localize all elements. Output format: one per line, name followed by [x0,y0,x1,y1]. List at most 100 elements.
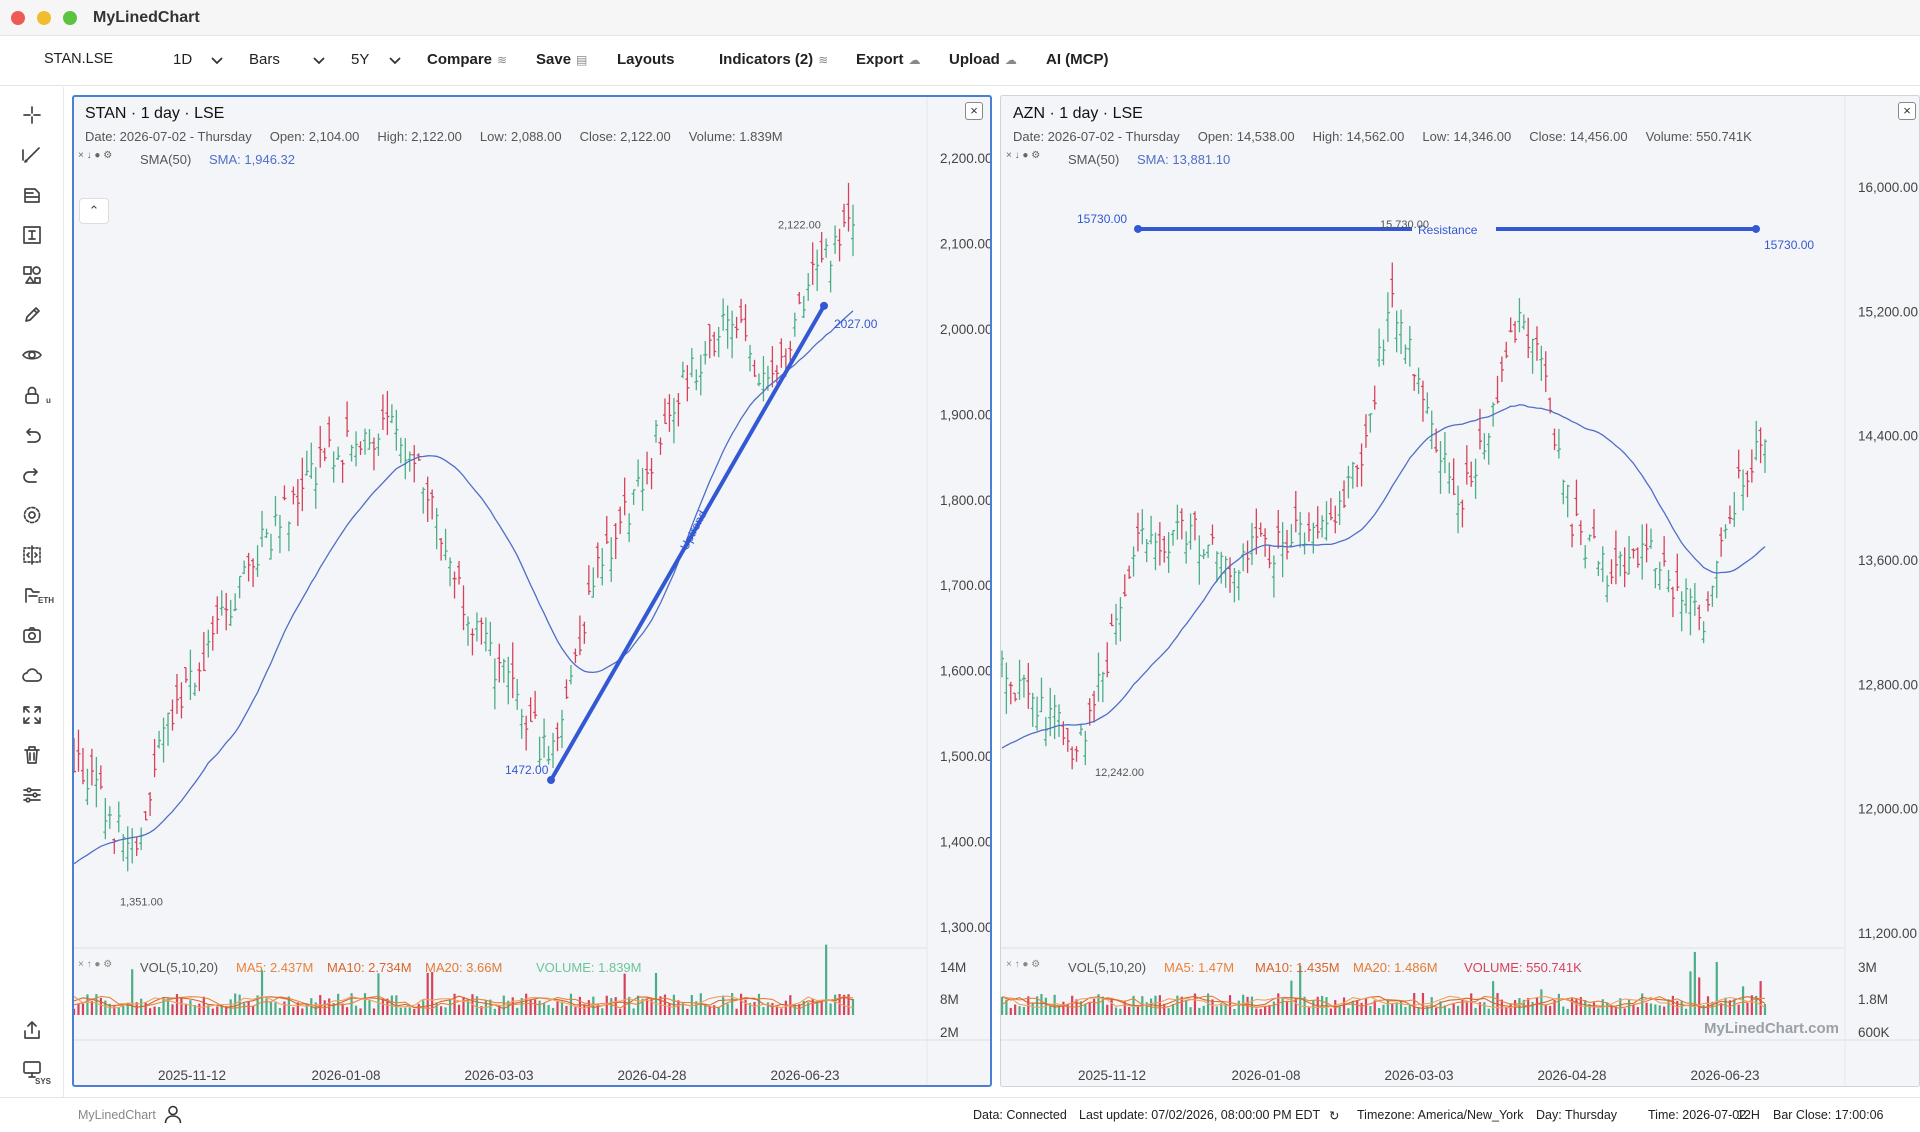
volume-bar [1250,996,1254,1015]
volume-bar [1597,1008,1600,1015]
timezone[interactable]: Timezone: America/New_York [1357,1108,1524,1122]
volume-bar [1470,993,1473,1015]
camera-icon[interactable] [17,620,47,650]
range-button[interactable]: 5Y [351,51,370,68]
vol-ma5: MA5: 2.437M [236,960,314,975]
volume-bar [1158,995,1161,1015]
ohlc-volume: Volume: 550.741K [1645,129,1752,144]
volume-bar [1483,1002,1486,1015]
compare-split-icon[interactable] [17,540,47,570]
ai-mcp-button[interactable]: AI (MCP) [1046,51,1109,68]
volume-bar [1119,1008,1122,1015]
volume-axis-label: 1.8M [1858,992,1888,1007]
volume-bar [1193,993,1197,1015]
brush-icon[interactable] [17,300,47,330]
volume-bar [1663,1006,1666,1015]
eth-icon[interactable] [17,580,47,610]
volume-bar [798,1004,801,1015]
volume-bar [784,1000,787,1015]
volume-bar [131,969,134,1015]
volume-bar [202,996,205,1015]
shapes-icon[interactable] [17,260,47,290]
volume-bar [269,1002,273,1015]
close-window-button[interactable] [11,11,25,25]
volume-bar [162,997,165,1015]
save-button[interactable]: Save ▤ [536,51,587,68]
settings-icon[interactable] [17,500,47,530]
indicators-button[interactable]: Indicators (2) ≋ [719,51,828,68]
trendline-icon[interactable] [17,140,47,170]
lock-icon[interactable] [17,380,47,410]
vol-ma5: MA5: 1.47M [1164,960,1235,975]
volume-bar [1277,993,1280,1015]
symbol-search-button[interactable]: STAN.LSE [44,51,114,67]
share-icon[interactable] [17,1015,47,1045]
volume-bar [829,1003,832,1015]
volume-bar [1711,1001,1714,1015]
cloud-icon[interactable] [17,660,47,690]
close-panel-button[interactable]: × [1898,102,1916,120]
chart-type-button[interactable]: Bars [249,51,280,68]
chevron-down-icon[interactable] [387,52,403,68]
chart-panel-stan[interactable]: 2,200.00 2,100.00 2,000.00 1,900.00 1,800.00… [72,95,992,1087]
chart-canvas[interactable]: 2,200.00 2,100.00 2,000.00 1,900.00 1,800.00… [72,95,992,1087]
resistance-start-label: 15730.00 [1077,212,1127,226]
volume-bar [341,1003,344,1015]
redo-icon[interactable] [17,460,47,490]
upload-button[interactable]: Upload ☁ [949,51,1017,68]
volume-ma-line [73,995,854,1010]
trash-icon[interactable] [17,740,47,770]
sys-icon[interactable] [17,1055,47,1085]
resistance-anchor [1134,224,1142,233]
chevron-down-icon[interactable] [209,52,225,68]
volume-bar [713,1005,716,1015]
crosshair-icon[interactable] [17,100,47,130]
minimize-window-button[interactable] [37,11,51,25]
compare-button[interactable]: Compare ≋ [427,51,507,68]
volume-indicator-controls[interactable]: × ↑ ● ⚙ [78,959,113,970]
close-panel-button[interactable]: × [965,102,983,120]
price-axis-label: 1,900.00 [940,407,992,422]
indicator-controls[interactable]: × ↓ ● ⚙ [1006,150,1041,161]
volume-bar [408,1007,411,1015]
refresh-icon[interactable]: ↻ [1329,1109,1340,1123]
volume-bar [1426,1006,1429,1015]
interval-button[interactable]: 1D [173,51,193,68]
date-axis-label: 2026-03-03 [464,1068,533,1083]
volume-bar [1592,1002,1596,1015]
undo-icon[interactable] [17,420,47,450]
indicator-controls[interactable]: × ↓ ● ⚙ [78,150,113,161]
compare-label: Compare [427,51,493,68]
measure-icon[interactable] [17,220,47,250]
volume-bar [668,1003,671,1015]
user-icon[interactable] [163,1104,183,1127]
sliders-icon[interactable] [17,780,47,810]
export-button[interactable]: Export ☁ [856,51,921,68]
volume-bar [354,1005,358,1015]
maximize-window-button[interactable] [63,11,77,25]
trendline-end-label: 2027.00 [834,317,878,331]
hour-format-toggle[interactable]: 12H [1737,1108,1760,1122]
export-label: Export [856,51,904,68]
fullscreen-icon[interactable] [17,700,47,730]
volume-bar [1303,996,1306,1015]
volume-indicator-controls[interactable]: × ↑ ● ⚙ [1006,959,1041,970]
volume-bar [1202,1005,1205,1015]
volume-bar [681,1001,684,1015]
ohlc-close: Close: 14,456.00 [1529,129,1628,144]
eye-icon[interactable] [17,340,47,370]
fib-icon[interactable] [17,180,47,210]
volume-bar [480,1006,483,1015]
volume-bar [641,998,644,1015]
volume-bar [650,999,653,1015]
volume-bar [345,1007,349,1015]
chart-canvas[interactable]: 16,000.00 15,200.00 14,400.00 13,600.00 12,8… [1000,95,1920,1087]
sma-line [73,310,854,865]
chevron-down-icon[interactable] [311,52,327,68]
collapse-legend-button[interactable]: ⌃ [79,198,109,224]
layouts-button[interactable]: Layouts [617,51,675,68]
upload-label: Upload [949,51,1000,68]
chart-panel-azn[interactable]: 16,000.00 15,200.00 14,400.00 13,600.00 12,8… [1000,95,1920,1087]
volume-bar [1614,1006,1618,1015]
resistance-label-bg [1412,219,1496,238]
